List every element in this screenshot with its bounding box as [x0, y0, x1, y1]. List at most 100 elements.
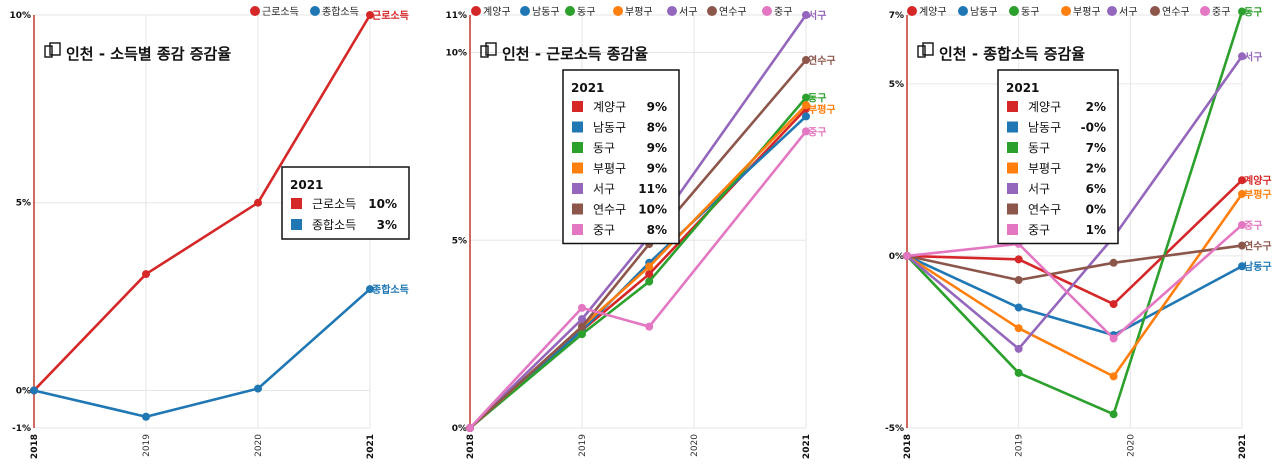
data-point: [645, 262, 654, 271]
data-point: [1109, 258, 1118, 267]
legend-marker: [1061, 6, 1071, 16]
value-box-name: 동구: [593, 141, 615, 155]
data-point: [578, 322, 586, 331]
data-point: [1014, 368, 1023, 377]
value-box-swatch: [572, 203, 583, 215]
y-tick-label: 5%: [452, 236, 467, 246]
x-tick-label: 2018: [903, 434, 913, 459]
data-point: [802, 93, 810, 102]
data-point: [802, 56, 810, 65]
series-line-중구: [906, 223, 1243, 340]
value-box-swatch: [572, 142, 583, 153]
end-label: 동구: [1244, 7, 1262, 19]
chart-title: 인천 - 근로소득 종감율: [502, 45, 648, 63]
value-box-frame: [281, 166, 410, 240]
value-box-swatch: [291, 198, 302, 209]
series-line-중구: [469, 130, 808, 429]
y-tick-label: 0%: [452, 424, 467, 434]
data-point: [645, 270, 654, 279]
y-tick-label: 0%: [16, 386, 31, 396]
y-tick-label: 5%: [889, 80, 904, 90]
data-point: [1238, 262, 1246, 271]
end-label: 중구: [808, 126, 826, 138]
x-tick-label: 2021: [802, 434, 812, 459]
legend-label: 연수구: [1162, 6, 1190, 18]
chart-icon-part: [49, 42, 61, 56]
y-tick-label: 10%: [445, 49, 467, 59]
x-tick-label: 2020: [690, 434, 700, 457]
value-box-name: 중구: [593, 223, 615, 237]
value-box-value: -0%: [1081, 121, 1106, 135]
value-box-name: 계양구: [1028, 100, 1061, 114]
data-point: [1238, 52, 1246, 61]
data-point: [1014, 324, 1023, 333]
data-point: [1238, 220, 1246, 229]
legend-label: 서구: [679, 6, 697, 18]
legend-marker: [762, 6, 772, 16]
data-point: [366, 285, 374, 294]
value-box-value: 1%: [1086, 223, 1106, 237]
series-line-남동구: [906, 254, 1243, 337]
value-box-swatch: [1007, 101, 1018, 112]
data-point: [1109, 334, 1118, 343]
end-label: 종합소득: [372, 283, 409, 296]
data-point: [1109, 372, 1118, 381]
data-point: [466, 424, 474, 432]
legend-label: 근로소득: [262, 6, 299, 18]
y-tick-label: 7%: [889, 11, 904, 21]
end-label: 연수구: [808, 54, 836, 67]
chart-icon-part: [485, 42, 497, 56]
value-box-value: 8%: [647, 121, 667, 135]
data-point: [254, 198, 262, 207]
data-point: [578, 303, 586, 312]
value-box-name: 종합소득: [312, 218, 356, 232]
y-tick-label: 0%: [889, 252, 904, 262]
legend-label: 부평구: [625, 6, 653, 18]
data-point: [1014, 276, 1023, 285]
value-box-year: 2021: [1006, 81, 1039, 95]
value-box-value: 9%: [647, 141, 667, 155]
value-box-name: 부평구: [1028, 162, 1061, 176]
data-point: [1014, 303, 1023, 312]
value-box-swatch: [572, 162, 583, 174]
data-point: [802, 101, 810, 110]
data-point: [903, 251, 911, 260]
data-point: [142, 412, 150, 421]
legend-label: 계양구: [483, 6, 511, 18]
chart-icon-part: [44, 45, 53, 58]
legend-marker: [667, 6, 677, 16]
chart-icon: [44, 42, 61, 58]
chart-title: 인천 - 소득별 종감 증감율: [66, 45, 231, 63]
value-box-name: 중구: [1028, 223, 1050, 237]
x-tick-label: 2018: [466, 434, 476, 459]
value-box-swatch: [1007, 142, 1018, 153]
value-box-swatch: [572, 121, 583, 133]
value-box-name: 연수구: [1028, 203, 1061, 217]
value-box-swatch: [1007, 121, 1018, 133]
data-point: [645, 277, 654, 286]
value-box-value: 0%: [1086, 203, 1106, 217]
legend-label: 연수구: [719, 6, 747, 18]
value-box-value: 8%: [647, 223, 667, 237]
value-box-frame: [997, 69, 1119, 245]
end-label: 부평구: [1244, 188, 1272, 201]
value-box-name: 남동구: [1028, 121, 1061, 135]
x-tick-label: 2021: [366, 434, 376, 459]
legend-marker: [1107, 6, 1117, 16]
value-box-value: 2%: [1086, 100, 1106, 114]
value-box-name: 연수구: [593, 203, 626, 217]
data-point: [1238, 176, 1246, 185]
legend-marker: [1200, 6, 1210, 16]
value-box-swatch: [1007, 203, 1018, 215]
chart-icon: [917, 42, 934, 58]
series-line-연수구: [906, 244, 1243, 282]
data-point: [802, 127, 810, 136]
value-box-name: 계양구: [593, 100, 626, 114]
legend-label: 서구: [1119, 6, 1137, 18]
value-box-name: 서구: [1028, 182, 1050, 196]
data-point: [254, 384, 262, 393]
legend-label: 동구: [1021, 6, 1039, 18]
